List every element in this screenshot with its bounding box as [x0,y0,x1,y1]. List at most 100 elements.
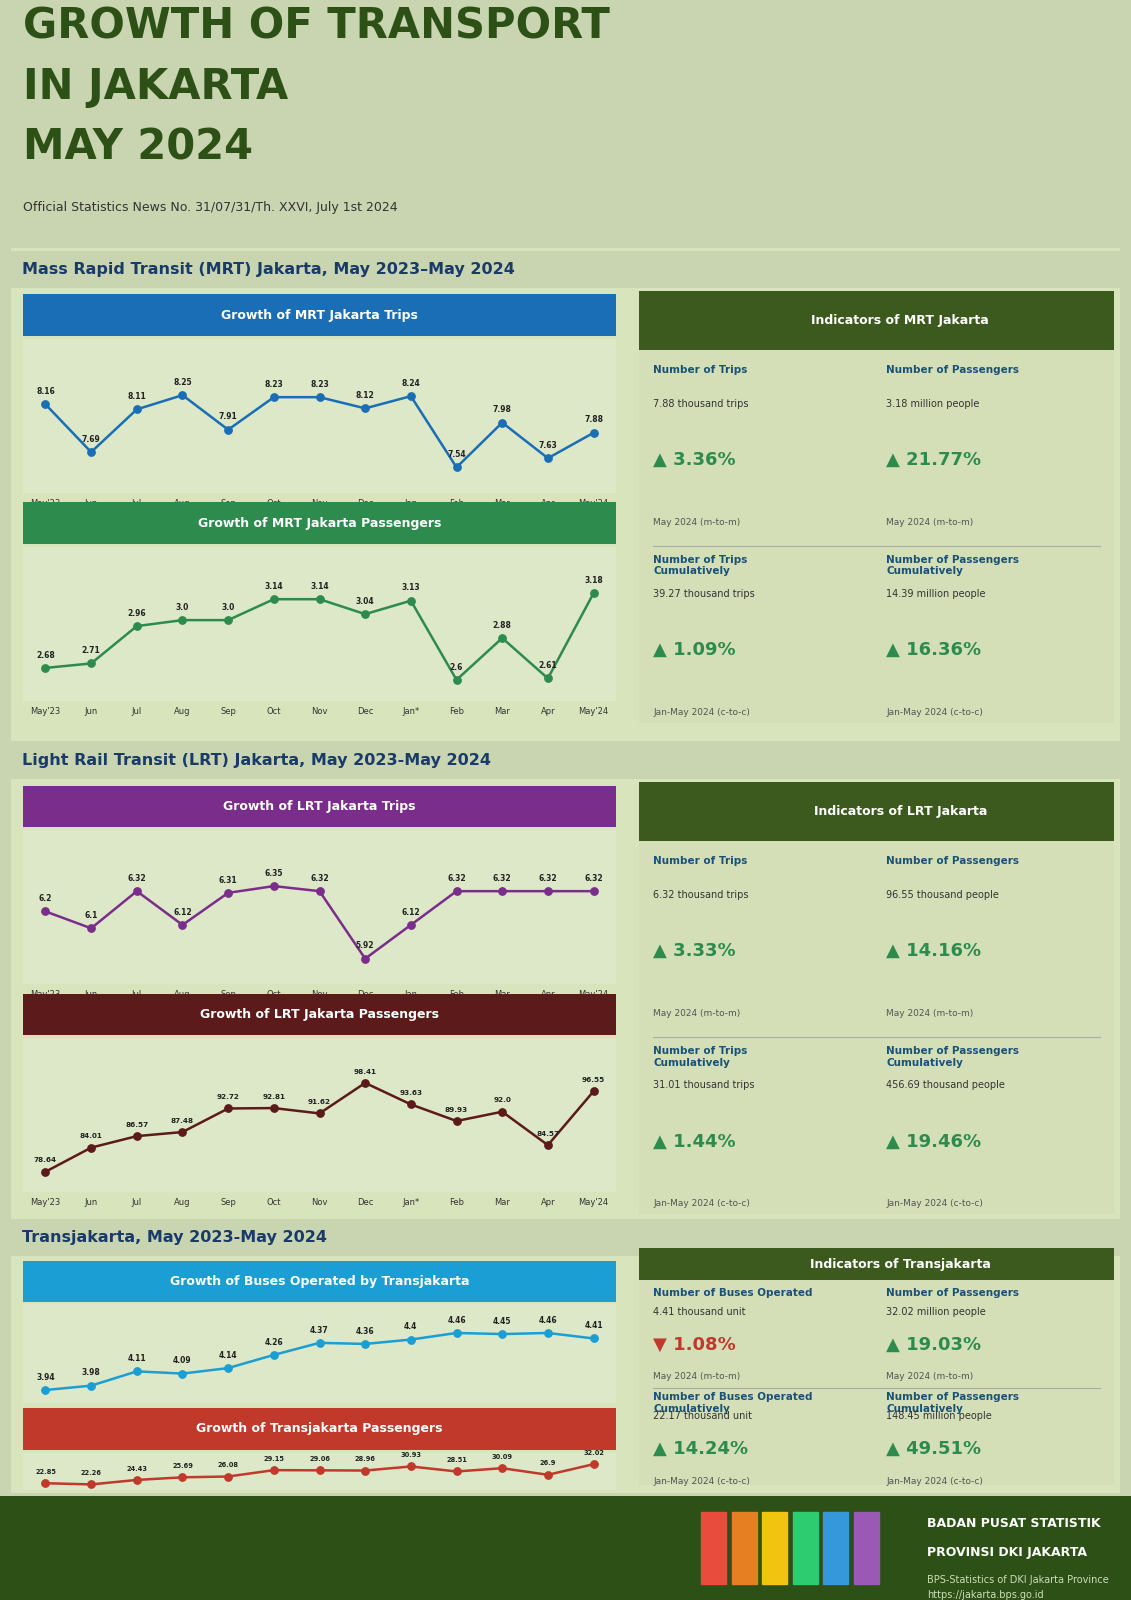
Point [36,1470,54,1496]
Text: Jan-May 2024 (c-to-c): Jan-May 2024 (c-to-c) [654,1477,750,1485]
Text: 4.26: 4.26 [265,1338,283,1347]
Text: ▲ 49.51%: ▲ 49.51% [886,1440,982,1458]
Text: 22.26: 22.26 [80,1470,102,1477]
Point [173,1464,191,1490]
Point [310,1101,329,1126]
Point [310,878,329,904]
Point [83,915,101,941]
Text: ▲ 1.09%: ▲ 1.09% [654,642,736,659]
Point [448,454,466,480]
Point [36,392,54,418]
Point [538,1133,556,1158]
Text: Number of Passengers: Number of Passengers [886,365,1019,374]
Text: 28.96: 28.96 [355,1456,375,1462]
Text: *Revision number: *Revision number [536,1235,616,1245]
Point [83,1134,101,1160]
Text: Jan-May 2024 (c-to-c): Jan-May 2024 (c-to-c) [886,1200,983,1208]
Text: IN JAKARTA: IN JAKARTA [23,66,288,109]
Text: 6.32: 6.32 [447,874,466,883]
Point [310,586,329,611]
Text: 91.62: 91.62 [308,1099,331,1106]
Point [83,1373,101,1398]
Text: 6.32: 6.32 [128,874,146,883]
Text: BPS-Statistics of DKI Jakarta Province: BPS-Statistics of DKI Jakarta Province [927,1574,1110,1586]
Text: Number of Passengers
Cumulatively: Number of Passengers Cumulatively [886,1046,1019,1067]
Point [265,874,283,899]
Point [356,395,374,421]
Bar [732,1512,757,1584]
Point [173,1360,191,1386]
Text: 96.55 thousand people: 96.55 thousand people [886,890,999,901]
Point [448,1109,466,1134]
FancyBboxPatch shape [639,291,1114,349]
Text: 98.41: 98.41 [354,1069,377,1075]
Text: May 2024 (m-to-m): May 2024 (m-to-m) [886,518,974,526]
Text: ▲ 19.03%: ▲ 19.03% [886,1336,982,1354]
Point [310,1458,329,1483]
Text: MAY 2024: MAY 2024 [23,126,252,170]
Text: 2.88: 2.88 [493,621,511,630]
Text: 25.69: 25.69 [172,1462,193,1469]
Text: 2.96: 2.96 [128,608,146,618]
Text: 7.98: 7.98 [493,405,511,414]
Text: 4.4: 4.4 [404,1322,417,1331]
Text: 26.08: 26.08 [217,1462,239,1469]
Text: Jan-May 2024 (c-to-c): Jan-May 2024 (c-to-c) [886,1477,983,1485]
Point [265,1458,283,1483]
Text: 4.11: 4.11 [128,1354,146,1363]
Point [356,1331,374,1357]
Bar [823,1512,848,1584]
Text: Number of Passengers
Cumulatively: Number of Passengers Cumulatively [886,555,1019,576]
Text: Number of Trips: Number of Trips [654,856,748,866]
Point [493,878,511,904]
Text: 8.25: 8.25 [173,378,192,387]
Point [356,1458,374,1483]
Point [83,651,101,677]
Text: Growth of Transjakarta Passengers: Growth of Transjakarta Passengers [197,1422,442,1435]
Text: Light Rail Transit (LRT) Jakarta, May 2023-May 2024: Light Rail Transit (LRT) Jakarta, May 20… [23,754,491,768]
Text: 2.61: 2.61 [538,661,558,670]
Point [128,878,146,904]
Text: 6.32 thousand trips: 6.32 thousand trips [654,890,749,901]
Text: 7.91: 7.91 [218,413,238,421]
Point [265,384,283,410]
Point [173,1120,191,1146]
Point [538,1462,556,1488]
Text: Indicators of Transjakarta: Indicators of Transjakarta [810,1258,991,1270]
Text: Number of Passengers
Cumulatively: Number of Passengers Cumulatively [886,1392,1019,1414]
Point [448,667,466,693]
Text: Number of Passengers: Number of Passengers [886,1288,1019,1298]
Text: 5.92: 5.92 [356,941,374,950]
Bar [701,1512,726,1584]
Text: 4.14: 4.14 [218,1350,238,1360]
Point [538,445,556,470]
Text: 148.45 million people: 148.45 million people [886,1411,992,1421]
Point [219,608,238,634]
Text: May 2024 (m-to-m): May 2024 (m-to-m) [654,1010,741,1018]
Point [219,1355,238,1381]
Text: 4.41 thousand unit: 4.41 thousand unit [654,1307,745,1317]
Point [128,397,146,422]
Point [356,602,374,627]
Text: 92.81: 92.81 [262,1094,285,1099]
Point [402,1091,420,1117]
Point [356,946,374,971]
Text: ▼ 1.08%: ▼ 1.08% [654,1336,736,1354]
Text: 7.88: 7.88 [584,416,603,424]
Text: Number of Passengers: Number of Passengers [886,856,1019,866]
Text: 24.43: 24.43 [127,1466,147,1472]
Point [173,382,191,408]
Text: 3.0: 3.0 [222,603,235,611]
Point [448,1459,466,1485]
Text: 29.15: 29.15 [264,1456,284,1462]
Text: 32.02: 32.02 [584,1450,604,1456]
Text: Number of Trips: Number of Trips [654,365,748,374]
Text: 6.12: 6.12 [173,907,192,917]
Point [493,1099,511,1125]
Text: ▲ 16.36%: ▲ 16.36% [886,642,982,659]
Text: 8.23: 8.23 [310,379,329,389]
Text: 93.63: 93.63 [399,1090,422,1096]
Point [83,1472,101,1498]
Text: 28.51: 28.51 [446,1458,467,1462]
Point [493,1456,511,1482]
